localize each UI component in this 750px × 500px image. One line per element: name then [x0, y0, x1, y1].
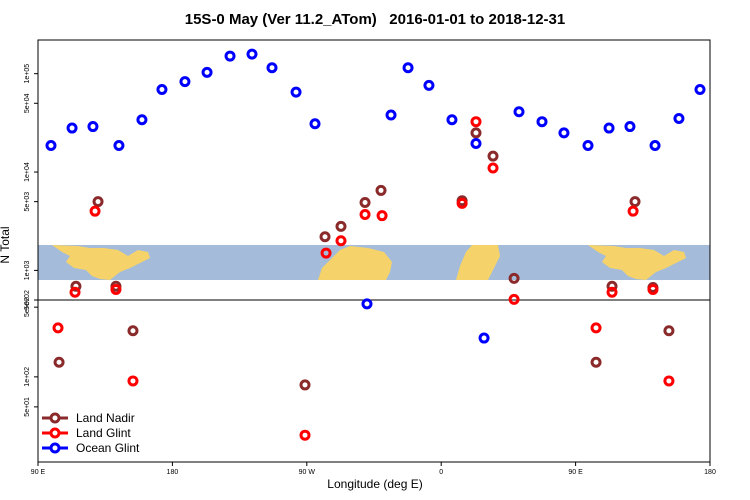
point	[53, 356, 65, 368]
point	[201, 66, 213, 78]
point	[402, 62, 414, 74]
point	[673, 113, 685, 125]
point	[92, 196, 104, 208]
y-tick-label: 1e+03	[24, 260, 31, 280]
legend-label: Ocean Glint	[76, 441, 140, 455]
point	[624, 121, 636, 133]
legend-marker	[49, 412, 61, 424]
y-tick-label: 1e+02	[24, 367, 31, 387]
map-land	[588, 245, 686, 280]
y-tick-label: 5e+02	[24, 290, 31, 310]
point	[606, 286, 618, 298]
map-land	[52, 245, 150, 280]
point	[582, 140, 594, 152]
point	[335, 220, 347, 232]
point	[694, 84, 706, 96]
point	[320, 247, 332, 259]
x-axis-label: Longitude (deg E)	[327, 477, 422, 491]
x-tick-label: 180	[704, 469, 716, 476]
point	[487, 162, 499, 174]
point	[136, 114, 148, 126]
point	[45, 140, 57, 152]
x-tick-label: 180	[167, 469, 179, 476]
point	[423, 79, 435, 91]
point	[89, 205, 101, 217]
map-land	[456, 245, 500, 280]
point	[603, 122, 615, 134]
y-tick-label: 5e+03	[24, 192, 31, 212]
point	[590, 356, 602, 368]
point	[629, 196, 641, 208]
point	[69, 286, 81, 298]
point	[558, 127, 570, 139]
y-tick-label: 1e+04	[24, 162, 31, 182]
legend-label: Land Glint	[76, 426, 131, 440]
point	[513, 106, 525, 118]
point	[87, 121, 99, 133]
legend-label: Land Nadir	[76, 411, 135, 425]
point	[246, 48, 258, 60]
point	[470, 127, 482, 139]
point	[299, 429, 311, 441]
point	[456, 197, 468, 209]
point	[224, 50, 236, 62]
x-tick-label: 90 E	[568, 469, 583, 476]
point	[375, 184, 387, 196]
series	[45, 48, 706, 344]
point	[113, 140, 125, 152]
map-strip	[38, 245, 710, 280]
point	[446, 114, 458, 126]
point	[127, 325, 139, 337]
y-tick-label: 5e+01	[24, 397, 31, 417]
point	[70, 280, 82, 292]
point	[606, 280, 618, 292]
point	[649, 140, 661, 152]
point	[127, 375, 139, 387]
point	[179, 76, 191, 88]
x-tick-label: 90 E	[31, 469, 46, 476]
y-axis-label: N Total	[0, 226, 12, 263]
point	[299, 379, 311, 391]
point	[663, 375, 675, 387]
legend-marker	[49, 442, 61, 454]
point	[52, 322, 64, 334]
point	[663, 325, 675, 337]
point	[156, 84, 168, 96]
x-tick-label: 0	[439, 469, 443, 476]
point	[590, 322, 602, 334]
point	[359, 197, 371, 209]
point	[66, 122, 78, 134]
point	[335, 235, 347, 247]
x-tick-label: 90 W	[299, 469, 316, 476]
point	[319, 231, 331, 243]
point	[508, 272, 520, 284]
plot-frame	[37, 39, 711, 463]
point	[385, 109, 397, 121]
point	[110, 283, 122, 295]
chart-title: 15S-0 May (Ver 11.2_ATom) 2016-01-01 to …	[185, 11, 566, 28]
point	[470, 116, 482, 128]
point	[359, 209, 371, 221]
point	[627, 205, 639, 217]
y-tick-label: 1e+05	[24, 64, 31, 84]
point	[536, 116, 548, 128]
point	[376, 210, 388, 222]
series	[52, 116, 675, 441]
y-tick-label: 5e+04	[24, 93, 31, 113]
legend-marker	[49, 427, 61, 439]
y-tick-label: 5e+02	[24, 297, 31, 317]
point	[470, 138, 482, 150]
point	[647, 283, 659, 295]
point	[361, 298, 373, 310]
point	[290, 86, 302, 98]
point	[309, 118, 321, 130]
point	[487, 150, 499, 162]
point	[508, 293, 520, 305]
map-land	[318, 246, 392, 280]
point	[266, 62, 278, 74]
point	[478, 332, 490, 344]
